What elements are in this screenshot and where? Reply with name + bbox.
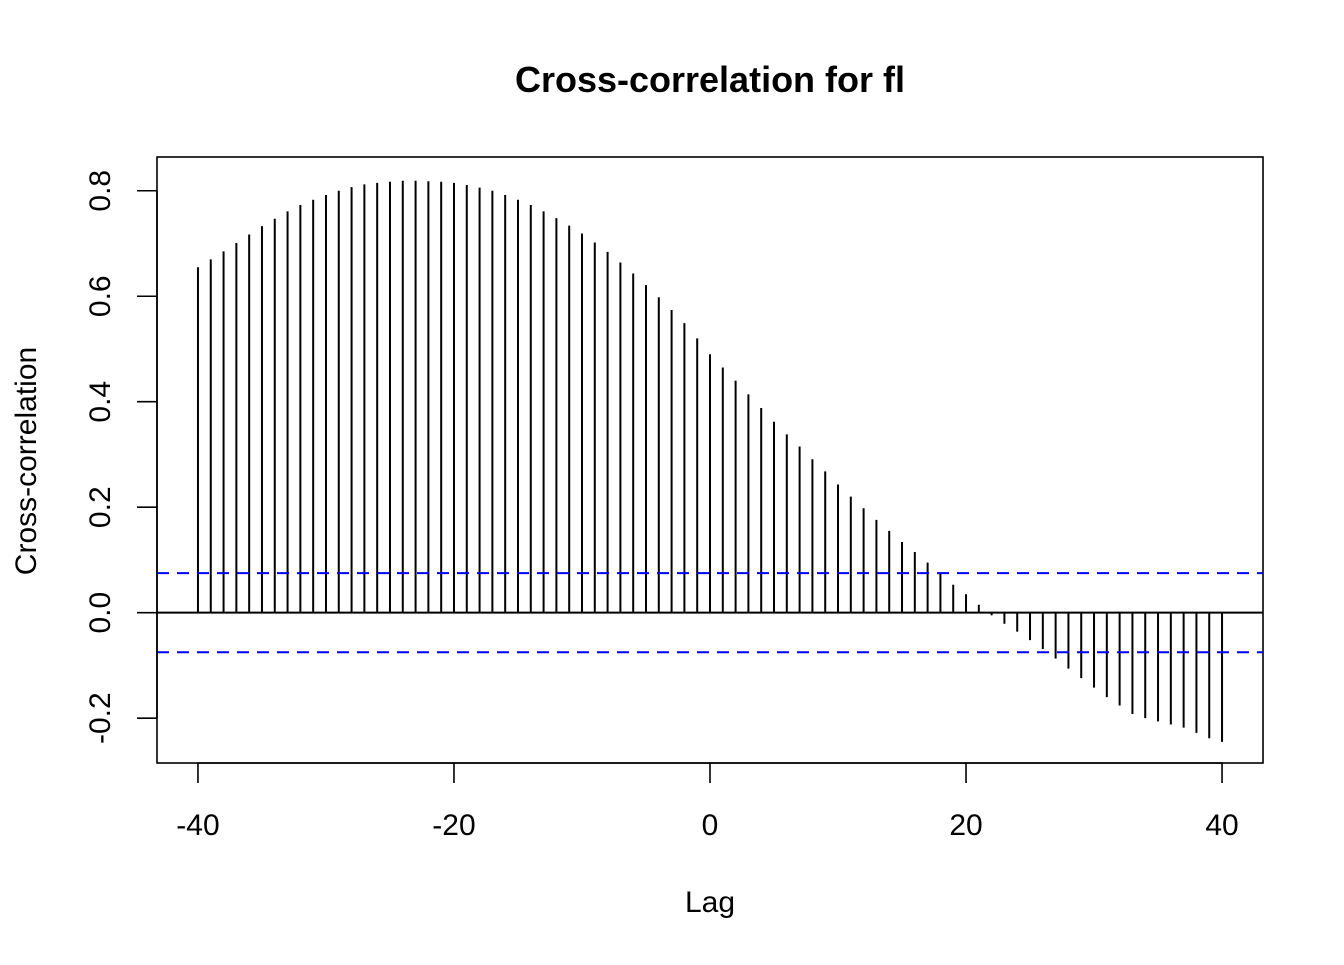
x-tick-label: 40	[1205, 809, 1238, 842]
y-tick-label: 0.2	[84, 486, 117, 528]
y-tick-label: 0.0	[84, 592, 117, 634]
y-tick-label: 0.4	[84, 381, 117, 423]
y-tick-label: -0.2	[84, 692, 117, 744]
x-tick-label: 20	[949, 809, 982, 842]
x-tick-label: 0	[702, 809, 719, 842]
chart-marks	[157, 180, 1263, 742]
chart-axes: -40 -20 0 20 40 -0.2 0.0 0.2 0.4 0.6 0.8	[84, 170, 1239, 842]
x-tick-label: -40	[176, 809, 219, 842]
x-axis-label: Lag	[685, 886, 735, 919]
y-tick-label: 0.8	[84, 170, 117, 212]
chart-title: Cross-correlation for fl	[515, 59, 905, 100]
y-tick-label: 0.6	[84, 275, 117, 317]
x-tick-label: -20	[432, 809, 475, 842]
y-axis-label: Cross-correlation	[10, 347, 43, 575]
